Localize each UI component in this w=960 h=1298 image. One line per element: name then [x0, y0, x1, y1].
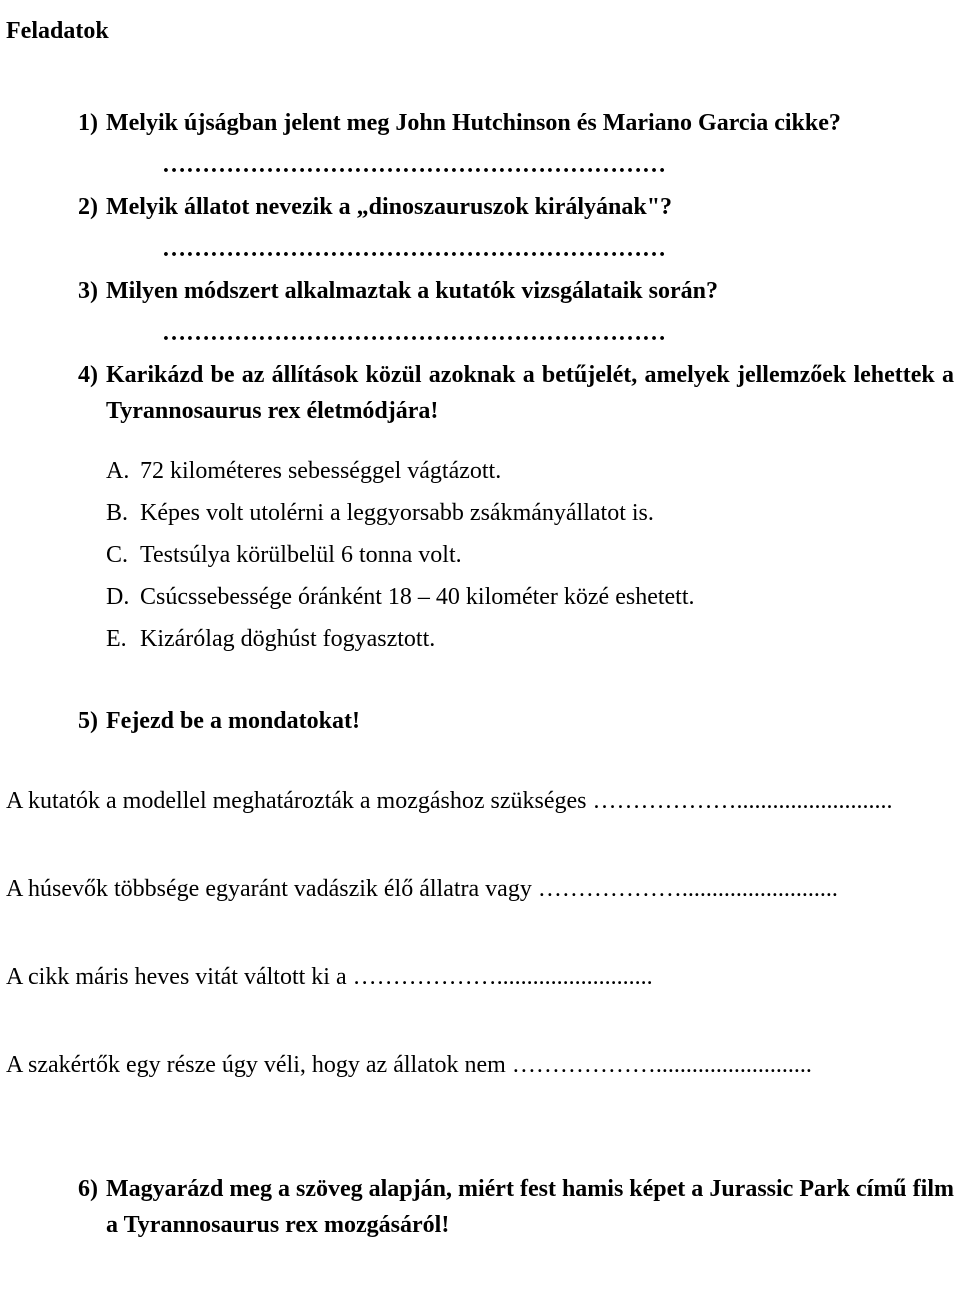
- question-5: 5) Fejezd be a mondatokat!: [62, 703, 954, 739]
- option-letter: D.: [106, 579, 140, 615]
- question-2: 2) Melyik állatot nevezik a „dinoszaurus…: [62, 189, 954, 225]
- answer-line[interactable]: ………………………………………………………: [62, 315, 954, 351]
- fill-sentence-3[interactable]: A cikk máris heves vitát váltott ki a ………: [6, 959, 954, 995]
- question-5-block: 5) Fejezd be a mondatokat!: [6, 703, 954, 739]
- option-e[interactable]: E. Kizárólag döghúst fogyasztott.: [106, 621, 954, 657]
- fill-sentence-1[interactable]: A kutatók a modellel meghatározták a moz…: [6, 783, 954, 819]
- question-text: Melyik állatot nevezik a „dinoszauruszok…: [106, 189, 954, 225]
- question-number: 5): [62, 703, 106, 739]
- options-list: A. 72 kilométeres sebességgel vágtázott.…: [6, 453, 954, 657]
- question-6: 6) Magyarázd meg a szöveg alapján, miért…: [62, 1171, 954, 1243]
- option-text: Képes volt utolérni a leggyorsabb zsákmá…: [140, 495, 654, 531]
- question-number: 2): [62, 189, 106, 225]
- question-number: 4): [62, 357, 106, 429]
- page-title: Feladatok: [6, 18, 954, 45]
- question-number: 1): [62, 105, 106, 141]
- question-list: 1) Melyik újságban jelent meg John Hutch…: [6, 105, 954, 429]
- option-text: Kizárólag döghúst fogyasztott.: [140, 621, 435, 657]
- worksheet-page: Feladatok 1) Melyik újságban jelent meg …: [0, 0, 960, 1243]
- question-number: 6): [62, 1171, 106, 1243]
- option-a[interactable]: A. 72 kilométeres sebességgel vágtázott.: [106, 453, 954, 489]
- fill-in-block: A kutatók a modellel meghatározták a moz…: [6, 783, 954, 1083]
- option-d[interactable]: D. Csúcssebessége óránként 18 – 40 kilom…: [106, 579, 954, 615]
- question-text: Fejezd be a mondatokat!: [106, 703, 954, 739]
- question-text: Milyen módszert alkalmaztak a kutatók vi…: [106, 273, 954, 309]
- question-4: 4) Karikázd be az állítások közül azokna…: [62, 357, 954, 429]
- answer-line[interactable]: ………………………………………………………: [62, 231, 954, 267]
- option-text: 72 kilométeres sebességgel vágtázott.: [140, 453, 501, 489]
- option-text: Testsúlya körülbelül 6 tonna volt.: [140, 537, 462, 573]
- option-c[interactable]: C. Testsúlya körülbelül 6 tonna volt.: [106, 537, 954, 573]
- fill-sentence-2[interactable]: A húsevők többsége egyaránt vadászik élő…: [6, 871, 954, 907]
- question-text: Magyarázd meg a szöveg alapján, miért fe…: [106, 1171, 954, 1243]
- question-1: 1) Melyik újságban jelent meg John Hutch…: [62, 105, 954, 141]
- option-letter: E.: [106, 621, 140, 657]
- option-b[interactable]: B. Képes volt utolérni a leggyorsabb zsá…: [106, 495, 954, 531]
- option-letter: B.: [106, 495, 140, 531]
- question-3: 3) Milyen módszert alkalmaztak a kutatók…: [62, 273, 954, 309]
- option-letter: C.: [106, 537, 140, 573]
- question-text: Karikázd be az állítások közül azoknak a…: [106, 357, 954, 429]
- option-letter: A.: [106, 453, 140, 489]
- option-text: Csúcssebessége óránként 18 – 40 kilométe…: [140, 579, 695, 615]
- question-text: Melyik újságban jelent meg John Hutchins…: [106, 105, 954, 141]
- question-6-block: 6) Magyarázd meg a szöveg alapján, miért…: [6, 1171, 954, 1243]
- fill-sentence-4[interactable]: A szakértők egy része úgy véli, hogy az …: [6, 1047, 954, 1083]
- question-number: 3): [62, 273, 106, 309]
- answer-line[interactable]: ………………………………………………………: [62, 147, 954, 183]
